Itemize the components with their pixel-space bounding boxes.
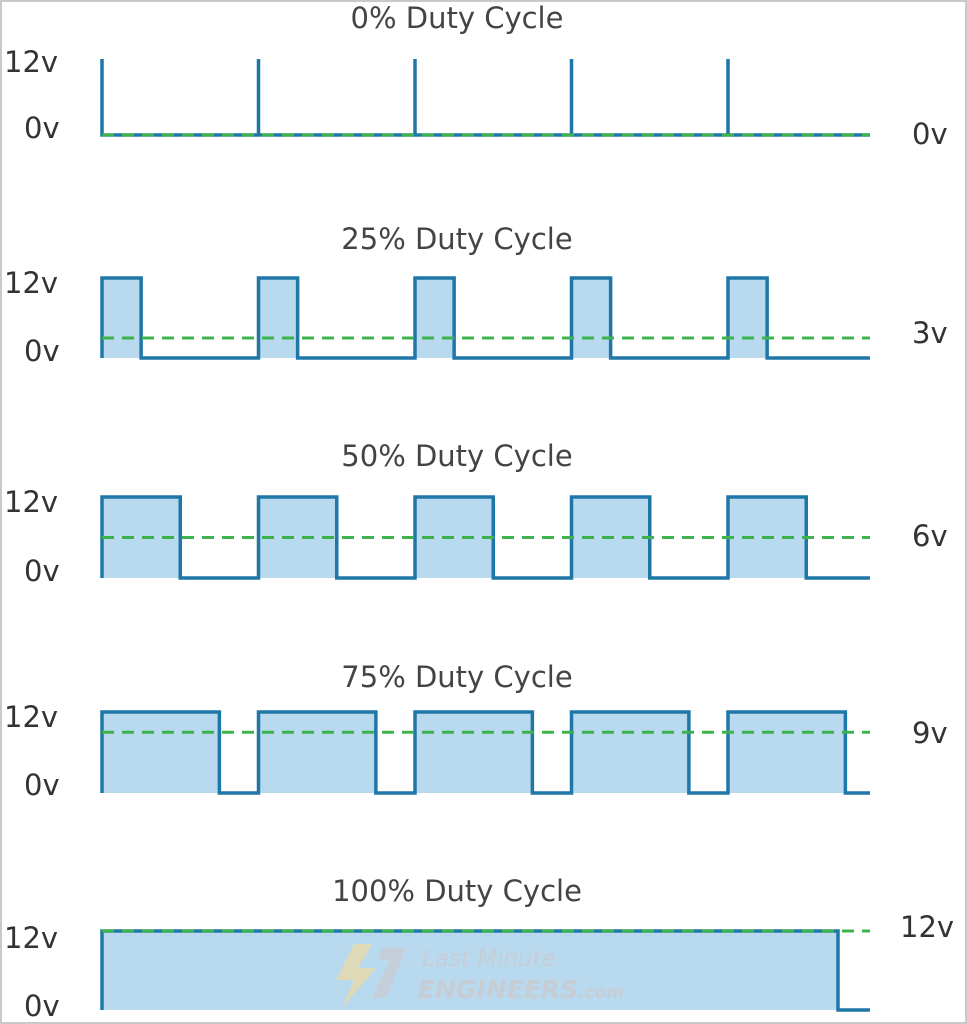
voltage-high-label: 12v [4, 921, 58, 955]
voltage-high-label: 12v [4, 700, 58, 734]
panels-layer: 0% Duty Cycle 12v 0v 0v 25% Duty Cycle 12v 0v 3… [4, 2, 954, 1023]
lightning-bolt-icon [336, 944, 406, 1008]
average-voltage-label: 3v [912, 316, 948, 350]
average-voltage-label: 6v [912, 519, 948, 553]
pwm-waveform [100, 276, 870, 360]
pulse-fill [102, 931, 838, 1010]
average-voltage-label: 12v [900, 910, 954, 944]
pwm-waveform [100, 710, 870, 795]
panel-title: 75% Duty Cycle [341, 660, 572, 694]
average-voltage-label: 9v [912, 716, 948, 750]
watermark-line1: Last Minute [422, 946, 556, 972]
pwm-waveform [100, 59, 870, 137]
watermark-line2: ENGINEERS [418, 975, 578, 1004]
pulse-fill [102, 497, 807, 578]
voltage-low-label: 0v [24, 334, 60, 368]
voltage-high-label: 12v [4, 485, 58, 519]
voltage-low-label: 0v [24, 111, 60, 145]
pwm-waveform [100, 929, 870, 1012]
voltage-low-label: 0v [24, 554, 60, 588]
pulse-fill [102, 712, 846, 793]
panel-title: 100% Duty Cycle [332, 874, 582, 908]
pwm-waveform [100, 495, 870, 580]
voltage-low-label: 0v [24, 768, 60, 802]
pulse-fill [102, 278, 768, 358]
voltage-low-label: 0v [24, 989, 60, 1023]
panel-title: 50% Duty Cycle [341, 439, 572, 473]
voltage-high-label: 12v [4, 266, 58, 300]
average-voltage-label: 0v [912, 117, 948, 151]
duty-cycle-panel: 25% Duty Cycle 12v 0v 3v [4, 222, 948, 368]
watermark-logo: Last Minute ENGINEERS .com [336, 944, 624, 1008]
watermark-suffix: .com [578, 983, 624, 1003]
duty-cycle-panel: 0% Duty Cycle 12v 0v 0v [4, 2, 948, 151]
panel-title: 0% Duty Cycle [351, 2, 564, 35]
panel-title: 25% Duty Cycle [341, 222, 572, 256]
duty-cycle-panel: 50% Duty Cycle 12v 0v 6v [4, 439, 948, 588]
duty-cycle-panel: 100% Duty Cycle 12v 0v 12v [4, 874, 954, 1023]
voltage-high-label: 12v [4, 45, 58, 79]
duty-cycle-panel: 75% Duty Cycle 12v 0v 9v [4, 660, 948, 802]
